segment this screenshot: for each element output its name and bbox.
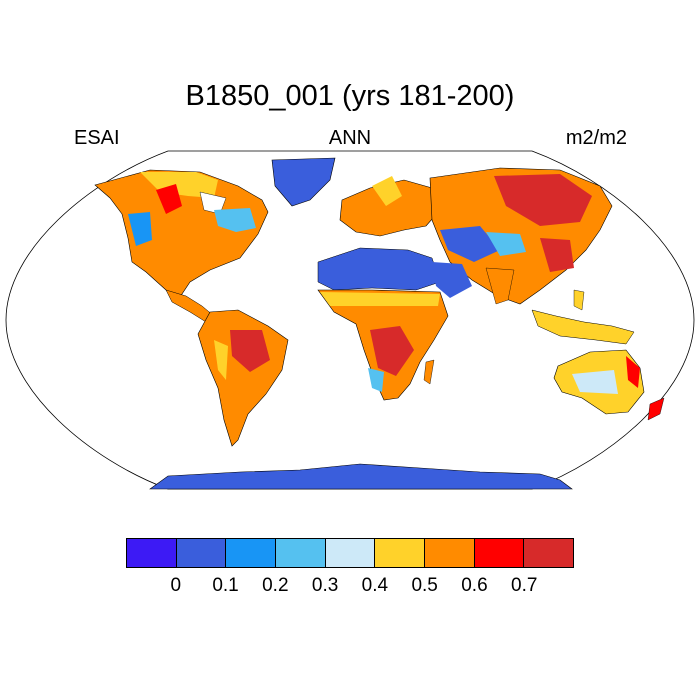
colorbar-swatch — [226, 539, 277, 567]
new-zealand — [647, 397, 665, 421]
na-west-blue — [128, 212, 152, 246]
na-east-blue — [214, 208, 256, 232]
colorbar-tick-label: 0.1 — [212, 575, 239, 596]
colorbar-swatch — [425, 539, 475, 567]
australia-interior — [572, 370, 618, 394]
scandinavia — [372, 176, 402, 206]
colorbar-swatch — [375, 539, 426, 567]
madagascar — [423, 359, 435, 385]
sahara — [317, 247, 441, 291]
antarctica — [149, 463, 573, 490]
colorbar — [126, 538, 574, 568]
africa-red — [370, 326, 414, 376]
colorbar-tick-label: 0.2 — [262, 575, 289, 596]
colorbar-swatch — [325, 539, 376, 567]
colorbar-tick-label: 0.7 — [511, 575, 538, 596]
central-asia-blue — [440, 226, 500, 262]
sa-red — [230, 330, 270, 372]
australia-coast-red — [626, 356, 640, 388]
season-label: ANN — [328, 127, 372, 149]
india — [485, 267, 515, 305]
north-america — [94, 169, 269, 301]
africa-yellow — [320, 292, 440, 306]
colorbar-tick-label: 0.4 — [361, 575, 389, 596]
map-title: B1850_001 (yrs 181-200) — [185, 80, 515, 112]
sa-yellow — [214, 340, 228, 380]
philippines — [573, 289, 585, 311]
colorbar-tick-label: 0.3 — [311, 575, 339, 596]
colorbar-swatch — [127, 539, 177, 567]
colorbar-tick-label: 0.6 — [461, 575, 488, 596]
arabia — [432, 262, 472, 298]
variable-label: ESAI — [74, 127, 120, 149]
tibet-blue — [486, 232, 526, 256]
kalahari-blue — [368, 368, 384, 392]
colorbar-swatch — [524, 539, 574, 567]
greenland — [271, 157, 336, 207]
na-red — [156, 184, 182, 214]
colorbar-swatch — [276, 539, 326, 567]
colorbar-tick-label: 0 — [170, 575, 182, 596]
colorbar-swatch — [474, 539, 525, 567]
colorbar-swatch — [176, 539, 227, 567]
east-asia-red — [540, 238, 574, 272]
units-label: m2/m2 — [565, 127, 627, 149]
indonesia — [531, 309, 635, 345]
colorbar-tick-label: 0.5 — [411, 575, 438, 596]
siberia-red — [494, 174, 592, 226]
